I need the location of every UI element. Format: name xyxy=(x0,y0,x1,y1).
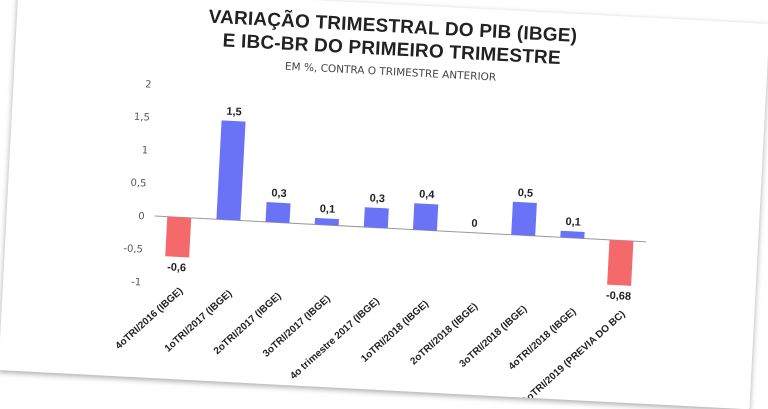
bar xyxy=(265,202,291,224)
data-label: 0 xyxy=(471,218,478,230)
y-tick-label: 1 xyxy=(141,145,148,156)
data-label: 0,5 xyxy=(517,187,533,200)
bar xyxy=(560,230,585,239)
y-tick-label: 0,5 xyxy=(130,178,146,190)
y-tick-label: -0,5 xyxy=(123,243,143,255)
data-label: 0,4 xyxy=(419,188,436,201)
y-tick-label: -1 xyxy=(131,277,142,289)
y-tick-label: 2 xyxy=(145,79,152,90)
bar xyxy=(363,207,389,229)
bar xyxy=(412,203,439,231)
bar xyxy=(511,201,537,236)
bar xyxy=(165,216,192,258)
x-tick-label: 4o trimestre 2017 (IBGE) xyxy=(288,296,382,382)
data-label: 0,3 xyxy=(369,192,385,205)
y-tick-label: 0 xyxy=(138,211,145,222)
data-label: 1,5 xyxy=(226,106,242,119)
x-tick-label: 1oTRI/2019 (PREVIA DO BC) xyxy=(521,309,628,407)
data-label: 0,1 xyxy=(565,216,581,229)
data-label: -0,68 xyxy=(606,290,632,303)
bar xyxy=(607,239,634,286)
data-label: -0,6 xyxy=(167,261,187,274)
bar xyxy=(216,120,246,221)
data-label: 0,3 xyxy=(271,187,287,200)
data-label: 0,1 xyxy=(320,203,336,216)
y-tick-label: 1,5 xyxy=(134,112,150,124)
bar xyxy=(314,217,339,226)
